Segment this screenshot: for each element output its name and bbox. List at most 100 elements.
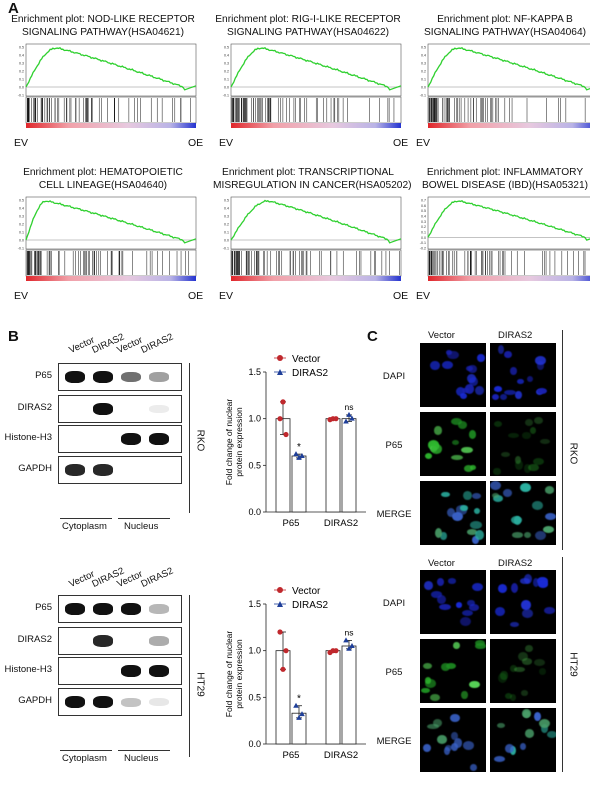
data-point: [277, 629, 283, 635]
nucleus-spot: [493, 467, 501, 476]
nucleus-spot: [524, 728, 535, 738]
gsea-chart: 0.70.60.5 0.40.30.2 0.10.0-0.1 -0.2: [420, 196, 590, 281]
nucleus-spot: [521, 658, 532, 665]
group-bar: [60, 518, 112, 519]
group-label-cytoplasm: Cytoplasm: [62, 753, 107, 764]
nucleus-spot: [424, 581, 433, 591]
group-bar: [118, 750, 170, 751]
enrichment-curve: [230, 199, 402, 244]
nucleus-spot: [524, 418, 534, 426]
protein-band: [149, 665, 169, 677]
gsea-ytick: 0.6: [421, 204, 426, 208]
micrograph: [420, 639, 486, 703]
gsea-ytick: 0.5: [19, 199, 24, 203]
data-point: [296, 454, 302, 460]
nucleus-spot: [545, 486, 555, 494]
gsea-ytick: 0.0: [19, 86, 24, 90]
gsea-title: MISREGULATION IN CANCER(HSA05202): [213, 180, 412, 191]
nucleus-spot: [475, 530, 484, 541]
micro-row-label: MERGE: [376, 509, 412, 520]
data-point: [277, 416, 283, 422]
nucleus-spot: [477, 353, 485, 362]
nucleus-spot: [490, 481, 501, 491]
x-tick-label: DIRAS2: [324, 518, 358, 529]
gsea-ytick: 0.0: [224, 239, 229, 243]
micrograph: [490, 639, 556, 703]
es-frame: [25, 196, 197, 250]
nucleus-spot: [468, 376, 479, 386]
gsea-ytick: 0.2: [224, 223, 229, 227]
gsea-chart: 0.5 0.4 0.3 0.2 0.1 0.0 -0.1: [223, 43, 402, 128]
blot-row-label: Histone-H3: [4, 664, 52, 675]
microscopy-block: Vector DIRAS2 DAPI P65 MERGE RKO: [372, 330, 590, 550]
group-label-nucleus: Nucleus: [124, 753, 159, 764]
blot-divider: [189, 363, 190, 513]
micro-row-label: DAPI: [382, 598, 406, 609]
micro-row-label: P65: [385, 440, 403, 451]
protein-band: [121, 603, 141, 615]
nucleus-spot: [437, 594, 447, 605]
nucleus-spot: [518, 651, 529, 661]
nucleus-spot: [437, 577, 445, 586]
gsea-ytick: 0.1: [224, 78, 229, 82]
bar: [341, 645, 357, 745]
nucleus-spot: [459, 392, 467, 400]
nucleus-spot: [497, 584, 507, 594]
nucleus-spot: [547, 730, 556, 738]
nucleus-spot: [530, 426, 537, 434]
nucleus-spot: [424, 453, 433, 460]
hits-frame: [427, 249, 590, 277]
nucleus-spot: [510, 664, 518, 672]
nucleus-spot: [445, 662, 457, 670]
gsea-ytick: 0.0: [19, 239, 24, 243]
enrichment-curve: [25, 47, 197, 91]
nucleus-spot: [431, 444, 442, 454]
nucleus-spot: [459, 616, 471, 626]
micro-divider: [562, 330, 563, 550]
nucleus-spot: [533, 416, 543, 425]
lane-label: DIRAS2: [139, 565, 176, 590]
nucleus-spot: [469, 464, 477, 471]
gsea-ytick: 0.2: [224, 70, 229, 74]
bar: [325, 650, 341, 745]
gsea-title: Enrichment plot: RIG-I-LIKE RECEPTOR: [215, 14, 401, 25]
blot-strip: [58, 395, 182, 423]
rank-gradient: [26, 123, 196, 128]
nucleus-spot: [498, 345, 505, 355]
blot-strip: [58, 627, 182, 655]
cell-line-label: HT29: [567, 652, 579, 677]
nucleus-spot: [523, 574, 532, 585]
enrichment-curve: [25, 200, 197, 244]
ns-label: ns: [345, 402, 354, 412]
nucleus-spot: [456, 386, 466, 397]
micro-divider: [562, 557, 563, 772]
lane-label: DIRAS2: [139, 331, 176, 356]
nucleus-spot: [504, 351, 512, 359]
data-point: [333, 648, 339, 654]
gsea-ytick: -0.1: [420, 94, 426, 98]
nucleus-spot: [442, 361, 454, 369]
gsea-oe-label: OE: [188, 137, 204, 149]
nucleus-spot: [524, 464, 531, 474]
micro-col-header: DIRAS2: [498, 558, 533, 569]
nucleus-spot: [511, 532, 523, 538]
gsea-title: Enrichment plot: TRANSCRIPTIONAL: [222, 167, 394, 178]
protein-band: [121, 433, 141, 445]
bar-chart: 0.0 0.5 1.0 1.5 Fold change of nuclear protei…: [224, 586, 366, 761]
gsea-ytick: 0.5: [19, 46, 24, 50]
gsea-ytick: 0.1: [421, 231, 426, 235]
gsea-ytick: 0.0: [421, 236, 426, 240]
data-point: [343, 637, 349, 643]
gsea-ev-label: EV: [14, 137, 29, 149]
es-frame: [25, 43, 197, 97]
nucleus-spot: [473, 507, 480, 514]
data-point: [299, 453, 305, 458]
gsea-title: SIGNALING PATHWAY(HSA04622): [226, 27, 390, 38]
nucleus-spot: [450, 743, 459, 752]
y-tick-label: 1.0: [248, 414, 261, 424]
gsea-plot: Enrichment plot: NOD-LIKE RECEPTOR SIGNAL…: [8, 14, 203, 164]
gsea-ytick: 0.0: [224, 86, 229, 90]
y-axis-label: protein expression: [234, 639, 244, 709]
nucleus-spot: [514, 455, 521, 464]
nucleus-spot: [462, 609, 474, 616]
